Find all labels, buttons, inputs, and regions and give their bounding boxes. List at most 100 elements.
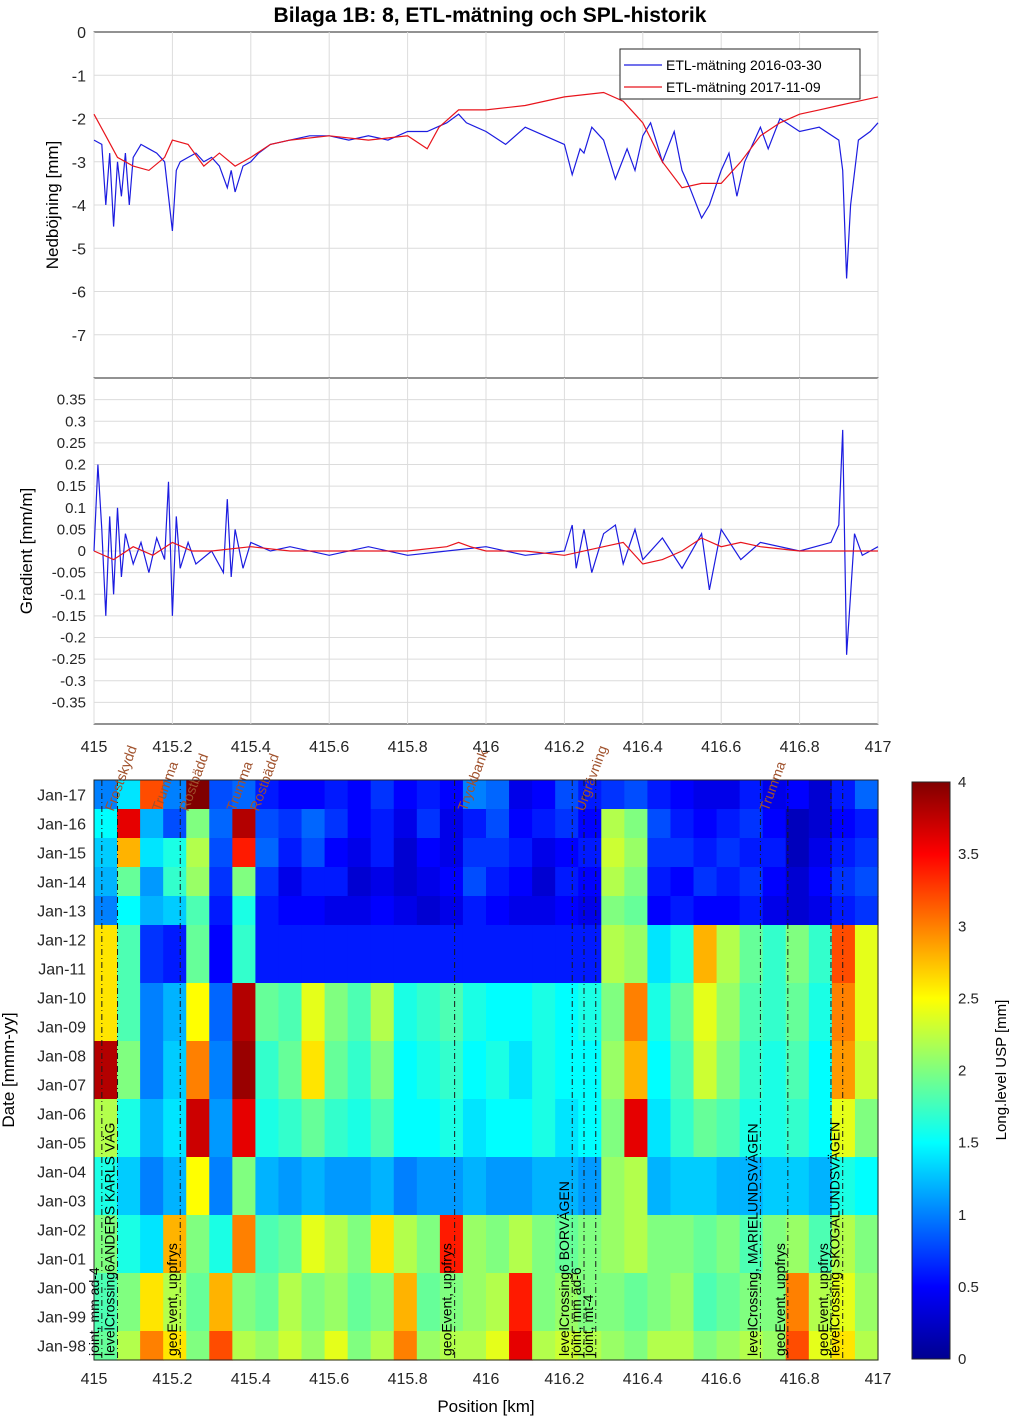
heatmap-cell [140, 1157, 164, 1216]
heatmap-cell [716, 1215, 741, 1274]
heatmap-cell [416, 838, 441, 868]
heatmap-cell [324, 1273, 349, 1332]
heatmap-cell [163, 1215, 187, 1274]
heatmap-cell [278, 1331, 303, 1361]
heatmap-cell [578, 1099, 602, 1158]
heatmap-cell [117, 896, 141, 926]
heatmap-cell [854, 780, 879, 810]
heatmap-cell [439, 809, 464, 839]
heatmap-cell [808, 1157, 833, 1216]
gradient-ytick-label: 0.35 [57, 392, 86, 409]
heatmap-cell [831, 1041, 856, 1100]
heatmap-cell [347, 1041, 372, 1100]
heatmap-cell [117, 983, 141, 1042]
heatmap-cell [462, 1273, 487, 1332]
heatmap-cell [163, 983, 187, 1042]
heatmap-cell [278, 925, 303, 984]
heatmap-cell [278, 780, 303, 810]
gradient-ytick-label: -0.05 [52, 565, 86, 582]
heatmap-cell [117, 780, 141, 810]
heatmap-cell [601, 809, 625, 839]
heatmap-cell [301, 1041, 326, 1100]
heatmap-cell [301, 1099, 326, 1158]
heatmap-ytick-label: Jan-04 [37, 1165, 86, 1182]
heatmap-cell [117, 1273, 141, 1332]
heatmap-cell [324, 925, 349, 984]
deflection-ylabel: Nedböjning [mm] [43, 141, 62, 270]
heatmap-cell [278, 983, 303, 1042]
heatmap-cell [693, 838, 718, 868]
heatmap-ytick-label: Jan-10 [37, 991, 86, 1008]
heatmap-cell [670, 896, 695, 926]
heatmap-cell [624, 1273, 649, 1332]
heatmap-cell [624, 867, 649, 897]
heatmap-ytick-label: Jan-98 [37, 1339, 86, 1356]
heatmap-ytick-label: Jan-17 [37, 788, 86, 805]
heatmap-cell [370, 809, 395, 839]
heatmap-cell [416, 1041, 441, 1100]
heatmap-cell [716, 896, 741, 926]
heatmap-cell [532, 1099, 556, 1158]
heatmap-cell [255, 838, 280, 868]
heatmap-cell [509, 867, 533, 897]
heatmap-cell [624, 838, 649, 868]
heatmap-cell [486, 780, 510, 810]
heatmap-cell [439, 1331, 464, 1361]
heatmap-cell [739, 780, 764, 810]
heatmap-cell [301, 1157, 326, 1216]
heatmap-cell [762, 1331, 787, 1361]
heatmap-ytick-label: Jan-14 [37, 875, 86, 892]
heatmap-cell [854, 1041, 879, 1100]
heatmap-cell [532, 896, 556, 926]
heatmap-cell [278, 809, 303, 839]
heatmap-cell [462, 1157, 487, 1216]
heatmap-cell [624, 1157, 649, 1216]
heatmap-cell [693, 867, 718, 897]
heatmap-cell [255, 1041, 280, 1100]
heatmap-cell [486, 838, 510, 868]
heatmap-cell [739, 838, 764, 868]
heatmap-cell [739, 1099, 764, 1158]
heatmap-cell [324, 780, 349, 810]
gradient-xtick-label: 415.8 [388, 739, 428, 756]
heatmap-cell [693, 925, 718, 984]
colorbar-label: Long.level USP [mm] [993, 1000, 1010, 1141]
heatmap-cell [854, 838, 879, 868]
heatmap-cell [140, 1099, 164, 1158]
heatmap-cell [670, 1273, 695, 1332]
heatmap-cell [278, 1273, 303, 1332]
heatmap-cell [186, 1273, 210, 1332]
legend-label-2017: ETL-mätning 2017-11-09 [666, 79, 821, 95]
legend: ETL-mätning 2016-03-30 ETL-mätning 2017-… [619, 48, 861, 100]
heatmap-cell [555, 1273, 579, 1332]
event-label: geoEvent, uppfrys [815, 1243, 831, 1356]
heatmap-ytick-label: Jan-99 [37, 1310, 86, 1327]
heatmap-cell [647, 809, 672, 839]
heatmap-xtick-label: 416.8 [780, 1371, 820, 1388]
gradient-panel: 0.35 0.3 0.25 0.2 0.15 0.1 0.05 0 -0.05 -0.1 -0.15… [17, 377, 892, 756]
heatmap-cell [393, 983, 418, 1042]
deflection-ytick-label: -5 [72, 241, 86, 258]
heatmap-cell [647, 1331, 672, 1361]
heatmap-cell [555, 809, 579, 839]
deflection-ytick-label: 0 [77, 25, 86, 42]
heatmap-cell [854, 983, 879, 1042]
heatmap-cell [94, 896, 118, 926]
heatmap-cell [94, 1099, 118, 1158]
gradient-line-2017 [93, 537, 878, 565]
heatmap-cell [486, 1041, 510, 1100]
heatmap-cell [509, 780, 533, 810]
gradient-yticks: 0.35 0.3 0.25 0.2 0.15 0.1 0.05 0 -0.05 -0.1 -0.15… [52, 392, 86, 712]
colorbar-tick-label: 2.5 [958, 990, 979, 1007]
heatmap-cell [324, 1041, 349, 1100]
heatmap-cell [117, 925, 141, 984]
gradient-xtick-label: 417 [865, 739, 892, 756]
heatmap-cell [232, 1099, 257, 1158]
colorbar-ticks: 4 3.5 3 2.5 2 1.5 1 0.5 0 [958, 774, 979, 1368]
gradient-ytick-label: -0.3 [60, 673, 86, 690]
heatmap-cell [670, 983, 695, 1042]
heatmap-cell [209, 925, 233, 984]
heatmap-cell [324, 1099, 349, 1158]
heatmap-cell [831, 896, 856, 926]
heatmap-cell [670, 1215, 695, 1274]
